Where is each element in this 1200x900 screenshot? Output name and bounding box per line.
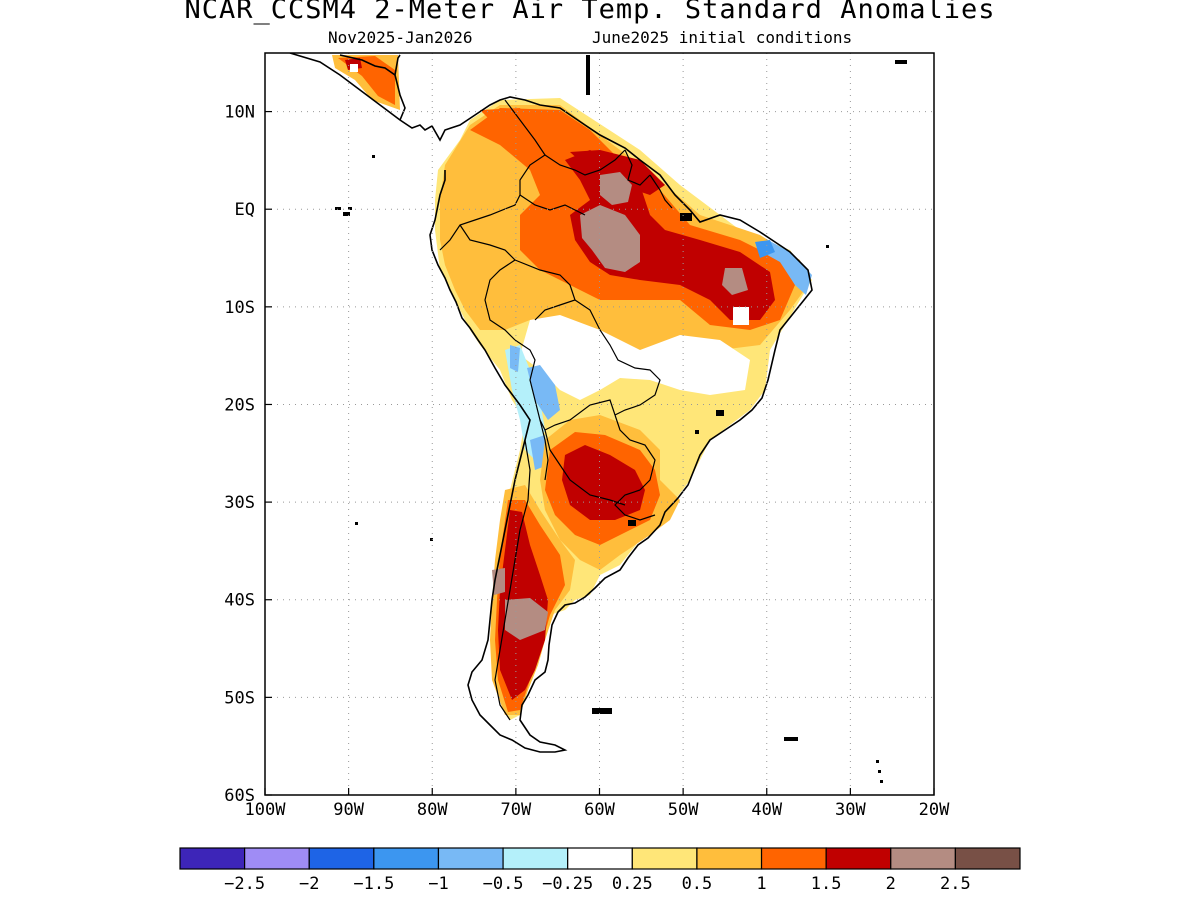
lat-tick-label: EQ <box>235 200 255 220</box>
lon-tick-label: 30W <box>835 800 866 820</box>
colorbar-label: −2.5 <box>224 874 265 894</box>
lon-tick-label: 50W <box>668 800 699 820</box>
lat-tick-label: 60S <box>224 786 255 806</box>
colorbar-label: 0.5 <box>682 874 713 894</box>
graticule <box>265 53 934 795</box>
colorbar-swatch <box>437 847 504 870</box>
colorbar-swatch <box>696 847 763 870</box>
colorbar-swatch <box>890 847 956 870</box>
lon-tick-label: 80W <box>417 800 448 820</box>
forecast-period: Nov2025-Jan2026 <box>328 28 473 47</box>
colorbar-swatch <box>373 847 440 870</box>
map-axes: 100W 90W 80W 70W 60W 50W 40W 30W 20W 10N EQ 10S 20S 3… <box>224 103 950 820</box>
colorbar-label: 2.5 <box>940 874 971 894</box>
colorbar-label: 1.5 <box>811 874 842 894</box>
lat-tick-label: 30S <box>224 493 255 513</box>
colorbar-label: 0.25 <box>612 874 653 894</box>
colorbar-swatch <box>954 847 1021 870</box>
lat-tick-label: 50S <box>224 688 255 708</box>
colorbar-label: −0.5 <box>483 874 524 894</box>
lon-tick-label: 100W <box>245 800 287 820</box>
colorbar-label: 2 <box>886 874 896 894</box>
colorbar-swatch <box>179 847 246 870</box>
colorbar-label: −1 <box>428 874 448 894</box>
colorbar-label: −0.25 <box>542 874 593 894</box>
lon-tick-label: 90W <box>333 800 364 820</box>
map-title: NCAR_CCSM4 2-Meter Air Temp. Standard An… <box>184 0 996 25</box>
islands <box>335 55 907 783</box>
lon-tick-label: 60W <box>584 800 615 820</box>
lat-tick-label: 10S <box>224 298 255 318</box>
lon-tick-label: 20W <box>919 800 950 820</box>
country-borders <box>439 99 673 721</box>
colorbar-swatch <box>631 847 698 870</box>
coastlines <box>289 53 813 753</box>
colorbar-swatch <box>308 847 375 870</box>
colorbar-swatch <box>825 847 892 870</box>
colorbar-label: 1 <box>756 874 766 894</box>
colorbar-label: −1.5 <box>353 874 394 894</box>
initial-conditions: June2025 initial conditions <box>592 28 853 47</box>
lat-tick-label: 40S <box>224 591 255 611</box>
colorbar-swatch <box>760 847 827 870</box>
anomaly-shading <box>332 55 812 720</box>
colorbar-swatch <box>502 847 569 870</box>
lon-tick-label: 70W <box>501 800 532 820</box>
colorbar-label: −2 <box>299 874 319 894</box>
lat-tick-label: 10N <box>224 103 255 123</box>
colorbar-swatch <box>567 847 633 870</box>
colorbar: −2.5 −2 −1.5 −1 −0.5 −0.25 0.25 0.5 1 1.5 2 2.5 <box>179 847 1021 894</box>
lon-tick-label: 40W <box>751 800 782 820</box>
lat-tick-label: 20S <box>224 395 255 415</box>
colorbar-swatch <box>244 847 310 870</box>
